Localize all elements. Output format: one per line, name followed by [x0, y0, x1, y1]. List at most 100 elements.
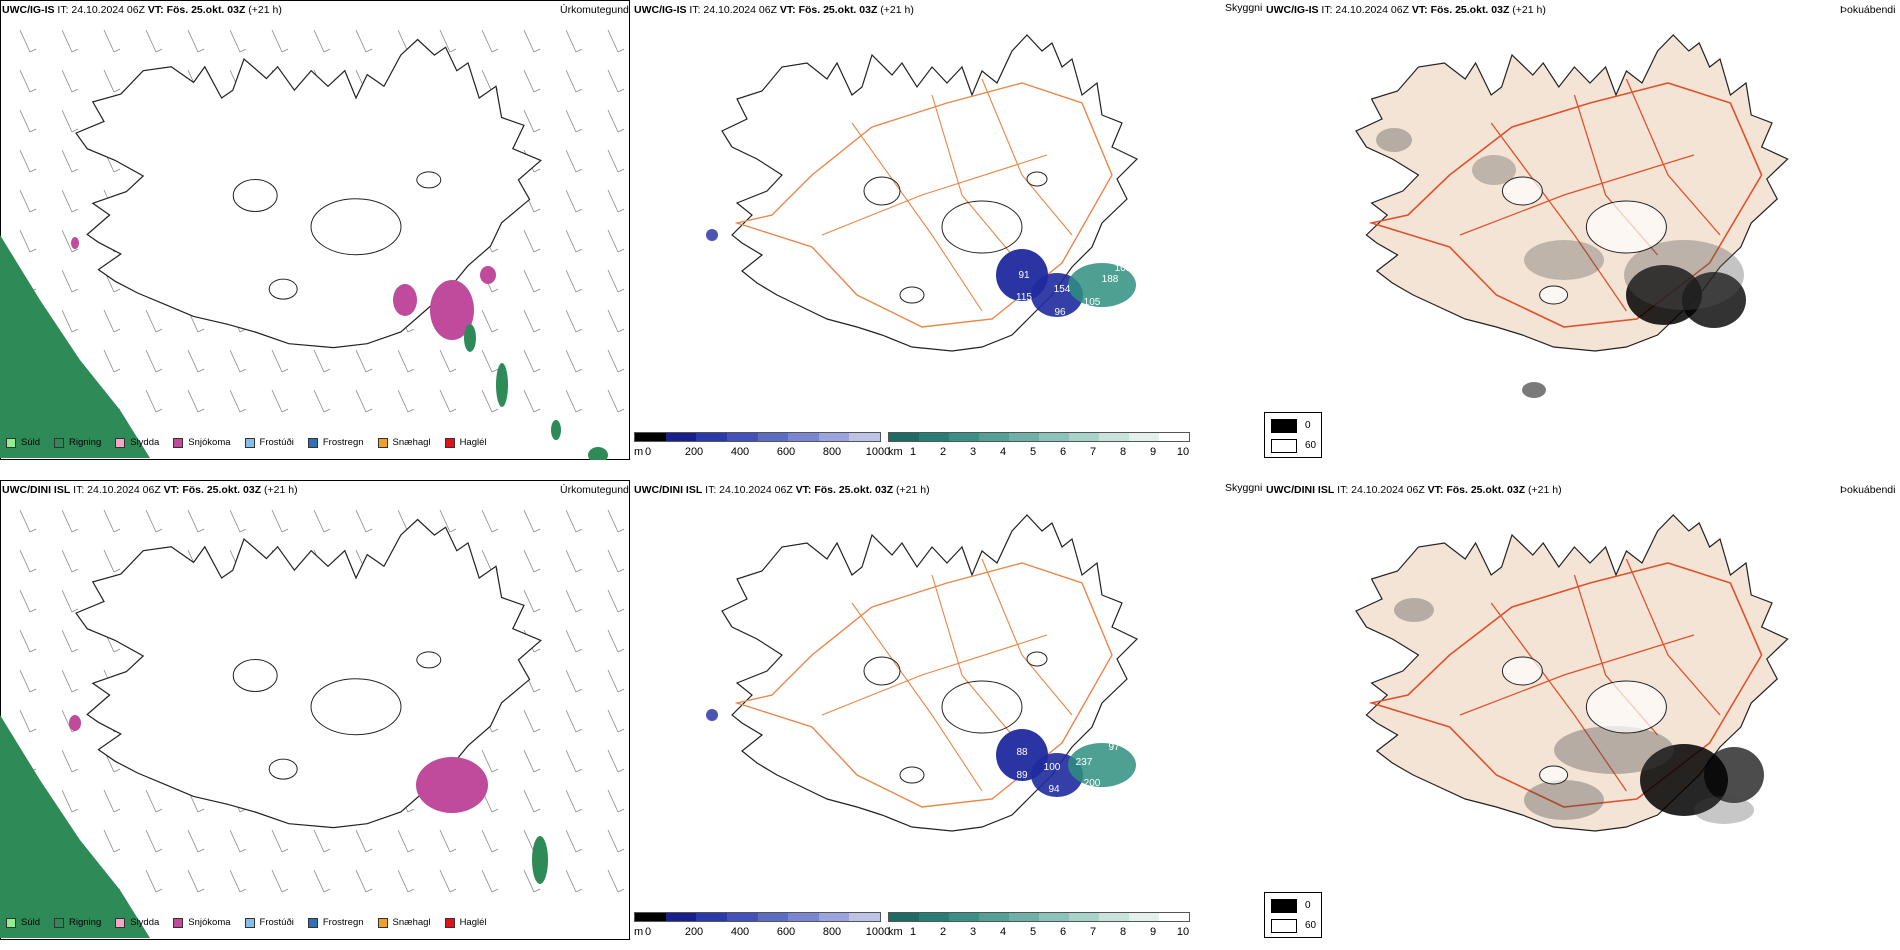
legend-label: Frostúði	[259, 917, 294, 928]
glacier-outline	[310, 678, 402, 736]
model-name: UWC/DINI ISL	[1266, 484, 1335, 496]
legend-label: Snæhagl	[392, 917, 431, 928]
wind-barb	[523, 389, 535, 413]
wind-barb	[103, 309, 115, 333]
wind-barb	[61, 709, 73, 733]
wind-barb	[103, 509, 115, 533]
colorbar-unit: m	[634, 926, 644, 938]
wind-barb	[271, 349, 283, 373]
colorbar-tick: 0	[644, 926, 652, 938]
colorbar-tick: 2	[939, 446, 947, 458]
visibility-km-colorbar	[888, 432, 1190, 442]
wind-barb	[607, 869, 619, 893]
wind-barb	[523, 69, 535, 93]
wind-barb	[439, 829, 451, 853]
visibility-km-colorbar	[888, 912, 1190, 922]
init-time: IT: 24.10.2024 06Z	[1321, 4, 1409, 16]
snow-area	[393, 284, 417, 316]
visibility-value-label: 94	[1048, 784, 1060, 795]
wind-barb	[523, 309, 535, 333]
legend-label: Haglél	[459, 437, 487, 448]
legend-item: Rigning	[54, 437, 101, 448]
colorbar-tick: 4	[999, 926, 1007, 938]
visibility-value-label: 154	[1054, 284, 1071, 295]
colorbar-tick: 8	[1119, 446, 1127, 458]
wind-barb	[439, 509, 451, 533]
fog-legend-label: 60	[1305, 920, 1317, 931]
wind-barb	[355, 349, 367, 373]
wind-barb	[271, 829, 283, 853]
wind-barb	[145, 349, 157, 373]
road	[981, 558, 1073, 716]
colorbar-tick: 1000	[865, 446, 891, 458]
wind-barb	[565, 149, 577, 173]
road	[821, 634, 1048, 716]
rain-area	[532, 836, 548, 884]
wind-barb	[607, 349, 619, 373]
legend-item: Snæhagl	[377, 437, 431, 448]
wind-barb	[355, 509, 367, 533]
low-visibility-area	[706, 229, 718, 241]
wind-barb	[607, 269, 619, 293]
wind-barb	[61, 69, 73, 93]
legend-item: Frostregn	[307, 437, 364, 448]
wind-barb	[313, 829, 325, 853]
fog-legend: 0 60	[1264, 412, 1322, 458]
wind-barb	[565, 349, 577, 373]
snow-area	[430, 280, 474, 340]
panel-header: UWC/IG-IS IT: 24.10.2024 06Z VT: Fös. 25…	[1266, 4, 1546, 16]
legend-label: Rigning	[69, 437, 102, 448]
snow-area	[69, 715, 81, 731]
colorbar-unit: m	[634, 446, 644, 458]
glacier-outline	[1501, 656, 1543, 686]
wind-barb	[565, 509, 577, 533]
legend-label: Snæhagl	[392, 437, 431, 448]
valid-time: VT: Fös. 25.okt. 03Z	[163, 484, 262, 496]
init-time: IT: 24.10.2024 06Z	[57, 4, 145, 16]
colorbar-tick: 5	[1029, 926, 1037, 938]
visibility-value-label: 67	[697, 708, 709, 719]
wind-barb	[271, 29, 283, 53]
visibility-value-label: 105	[1084, 297, 1101, 308]
legend-item: Súld	[6, 917, 40, 928]
legend-swatch	[377, 917, 388, 928]
wind-barb	[523, 709, 535, 733]
glacier-outline	[941, 680, 1023, 734]
wind-barb	[523, 749, 535, 773]
low-visibility-area	[1068, 743, 1136, 787]
glacier-outline	[416, 651, 442, 669]
wind-barb	[145, 389, 157, 413]
legend-swatch	[115, 437, 126, 448]
legend-item: Snjókoma	[173, 917, 231, 928]
fog-legend: 0 60	[1264, 892, 1322, 938]
wind-barb	[481, 509, 493, 533]
valid-time: VT: Fös. 25.okt. 03Z	[147, 4, 246, 16]
wind-barb	[565, 669, 577, 693]
wind-barb	[61, 629, 73, 653]
fog-area	[1682, 272, 1746, 328]
wind-barb	[607, 829, 619, 853]
wind-barb	[523, 869, 535, 893]
road	[851, 602, 983, 792]
visibility-value-label: 91	[1018, 270, 1030, 281]
wind-barb	[481, 349, 493, 373]
legend-item: Frostúði	[244, 437, 294, 448]
legend-label: Slydda	[130, 437, 160, 448]
wind-barb	[607, 149, 619, 173]
rain-area	[0, 235, 150, 458]
wind-barb	[565, 29, 577, 53]
colorbar-tick: 3	[969, 446, 977, 458]
legend-swatch	[6, 437, 16, 448]
legend-swatch	[6, 917, 16, 928]
legend-swatch	[377, 437, 388, 448]
fog-legend-swatch	[1271, 439, 1297, 453]
wind-barb	[481, 69, 493, 93]
wind-barb	[481, 309, 493, 333]
legend-item: Slydda	[115, 437, 159, 448]
wind-barb	[607, 789, 619, 813]
glacier-outline	[416, 171, 442, 189]
fog-legend-swatch	[1271, 919, 1297, 933]
wind-barb	[19, 589, 31, 613]
glacier-outline	[1539, 285, 1569, 305]
wind-barb	[481, 869, 493, 893]
